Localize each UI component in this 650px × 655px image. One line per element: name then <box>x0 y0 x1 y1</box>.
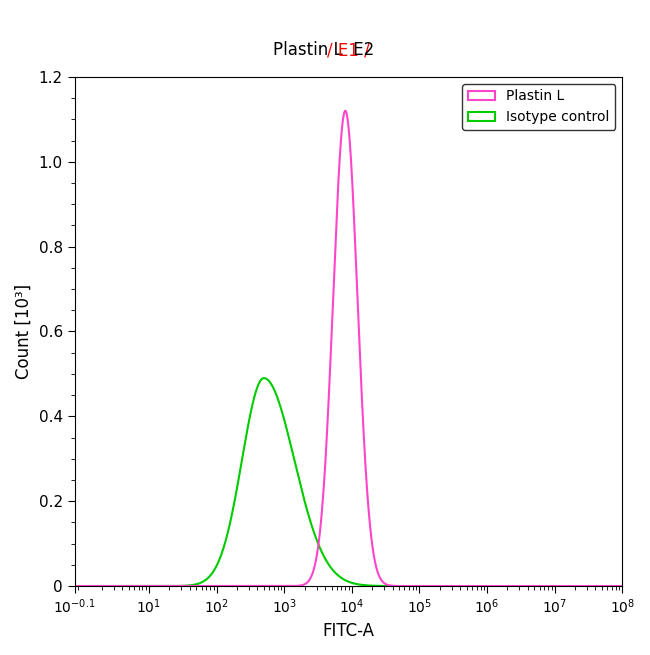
Y-axis label: Count [10³]: Count [10³] <box>15 284 33 379</box>
Text: Plastin L: Plastin L <box>274 41 348 59</box>
X-axis label: FITC-A: FITC-A <box>322 622 374 640</box>
Text: E2: E2 <box>348 41 375 59</box>
Legend: Plastin L, Isotype control: Plastin L, Isotype control <box>462 84 616 130</box>
Text: / E1 /: / E1 / <box>327 41 370 59</box>
